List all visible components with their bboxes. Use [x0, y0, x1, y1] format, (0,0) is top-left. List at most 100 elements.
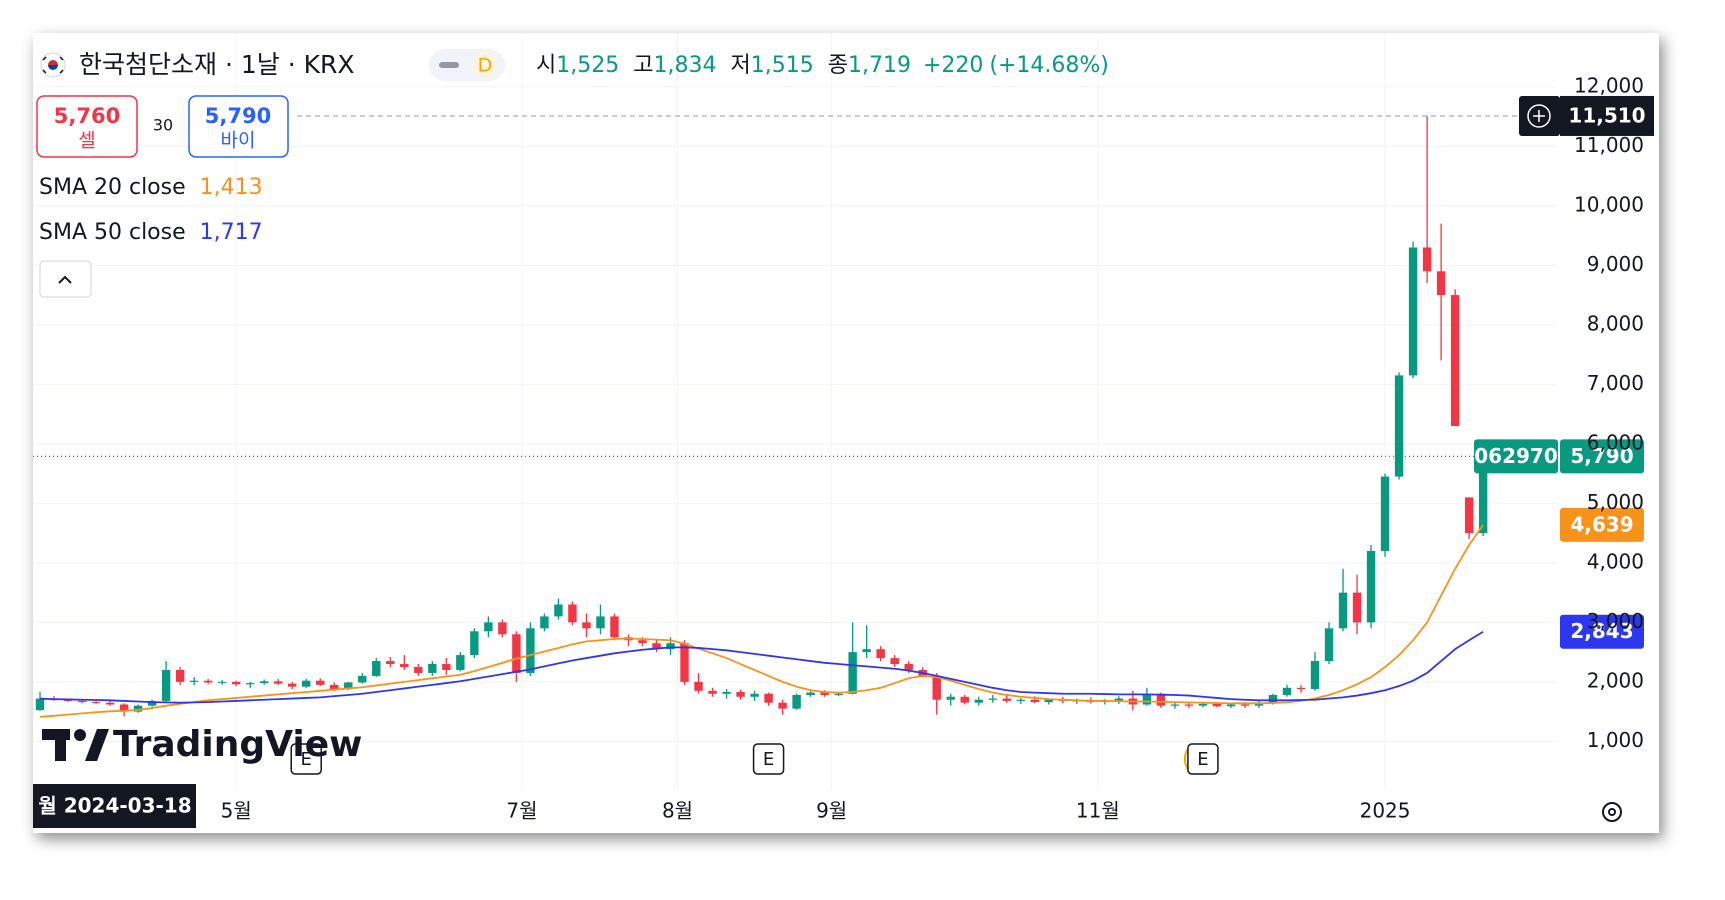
candle-body — [498, 622, 507, 635]
candle-body — [1408, 247, 1418, 376]
grid — [33, 33, 1560, 790]
collapse-icon — [58, 275, 72, 284]
legend-value: 1,717 — [200, 220, 263, 245]
candle-body — [91, 702, 101, 704]
price-tag-label: 4,639 — [1570, 512, 1633, 536]
y-tick-label: 7,000 — [1587, 371, 1644, 395]
candle-body — [161, 669, 171, 701]
crosshair-date-tag — [33, 784, 196, 828]
candle-body — [694, 681, 703, 691]
symbol-tag — [1474, 439, 1558, 474]
candle-body — [1282, 687, 1292, 695]
candle-body — [932, 675, 941, 700]
y-tick-label: 12,000 — [1574, 73, 1644, 97]
y-tick-label: 1,000 — [1587, 728, 1644, 752]
candle-body — [1170, 704, 1180, 706]
sell-label: 셀 — [78, 130, 95, 152]
candle-body — [1114, 698, 1124, 701]
crosshair-plus — [1527, 104, 1551, 128]
candle-body — [273, 681, 283, 684]
y-tick-label: 9,000 — [1587, 252, 1644, 276]
event-marker — [1187, 743, 1219, 775]
candle-body — [414, 666, 423, 673]
event-label: E — [301, 749, 312, 770]
candle-body — [1436, 271, 1446, 296]
candle-body — [372, 661, 381, 676]
candle-body — [400, 664, 409, 667]
candle-body — [988, 698, 997, 700]
candle-body — [1478, 456, 1488, 534]
current-price-label: 5,790 — [1570, 444, 1633, 468]
candle-body — [302, 680, 311, 687]
legend-entry: SMA 50 close 1,717 — [39, 220, 263, 245]
crosshair-price-label: 11,510 — [1568, 103, 1645, 127]
x-tick-label: 7월 — [506, 799, 537, 823]
symbol-code: 062970 — [1474, 444, 1558, 468]
candle-body — [288, 683, 297, 687]
candle-body — [119, 704, 129, 712]
candle-body — [596, 616, 605, 629]
candle-body — [231, 681, 241, 685]
candle-body — [904, 664, 913, 670]
x-tick-label: 11월 — [1076, 799, 1120, 823]
axes: 1,000 2,000 3,000 4,000 5,000 6,000 7,000 8,000… — [221, 73, 1644, 822]
candle-body — [259, 681, 269, 684]
candle-body — [946, 696, 955, 700]
candle-body — [568, 604, 577, 623]
candle-body — [1450, 295, 1460, 426]
y-tick-label: 8,000 — [1587, 311, 1644, 335]
plot-area — [35, 115, 1488, 718]
candle-body — [1310, 661, 1320, 690]
candle-body — [428, 664, 437, 673]
brand-name: TradingView — [113, 724, 362, 765]
sell-button[interactable] — [36, 95, 138, 158]
candle-body — [1464, 497, 1474, 534]
candle-body — [1240, 704, 1250, 706]
change-pct: (+14.68%) — [989, 53, 1109, 78]
change: +220 — [923, 53, 983, 78]
candle-body — [736, 691, 745, 697]
candle-body — [1044, 699, 1054, 703]
candle-body — [610, 616, 619, 638]
ohlc-label: 종 — [828, 53, 848, 78]
ohlc-value: 1,834 — [653, 53, 716, 78]
candle-body — [638, 640, 647, 644]
candle-body — [974, 699, 983, 703]
ohlc-value: 1,515 — [751, 53, 814, 78]
candle-body — [245, 683, 255, 685]
candle-body — [1338, 592, 1348, 629]
x-tick-label: 8월 — [662, 799, 693, 823]
symbol-title: 한국첨단소재 · 1날 · KRX — [79, 50, 354, 79]
y-tick-label: 5,000 — [1587, 490, 1644, 514]
candle-body — [820, 692, 829, 695]
candle-body — [652, 643, 661, 650]
candle-body — [1352, 592, 1362, 623]
candle-body — [1226, 704, 1236, 707]
price-tag-label: 2,843 — [1570, 619, 1633, 643]
candle-body — [582, 622, 591, 629]
settings-icon[interactable] — [1602, 802, 1622, 822]
ohlc-label: 고 — [633, 53, 653, 78]
candle-body — [1296, 687, 1306, 690]
candle-body — [1212, 703, 1222, 707]
candle-body — [344, 682, 353, 690]
flag-icon — [40, 52, 66, 78]
y-tick-label: 2,000 — [1587, 668, 1644, 692]
candle-body — [554, 604, 563, 617]
buy-button[interactable] — [188, 95, 289, 158]
status-pill — [439, 62, 459, 68]
candle-body — [133, 705, 143, 712]
event-label: E — [763, 749, 774, 770]
collapse-button[interactable] — [39, 260, 92, 298]
candle-body — [1030, 699, 1039, 703]
candle-body — [526, 628, 535, 673]
ohlc-label: 저 — [730, 53, 750, 78]
candle-body — [876, 649, 885, 659]
current-price-tag — [1560, 439, 1644, 474]
candle-body — [778, 702, 787, 709]
candle-body — [1156, 693, 1166, 706]
buy-label: 바이 — [221, 130, 256, 152]
candle-body — [316, 680, 325, 685]
